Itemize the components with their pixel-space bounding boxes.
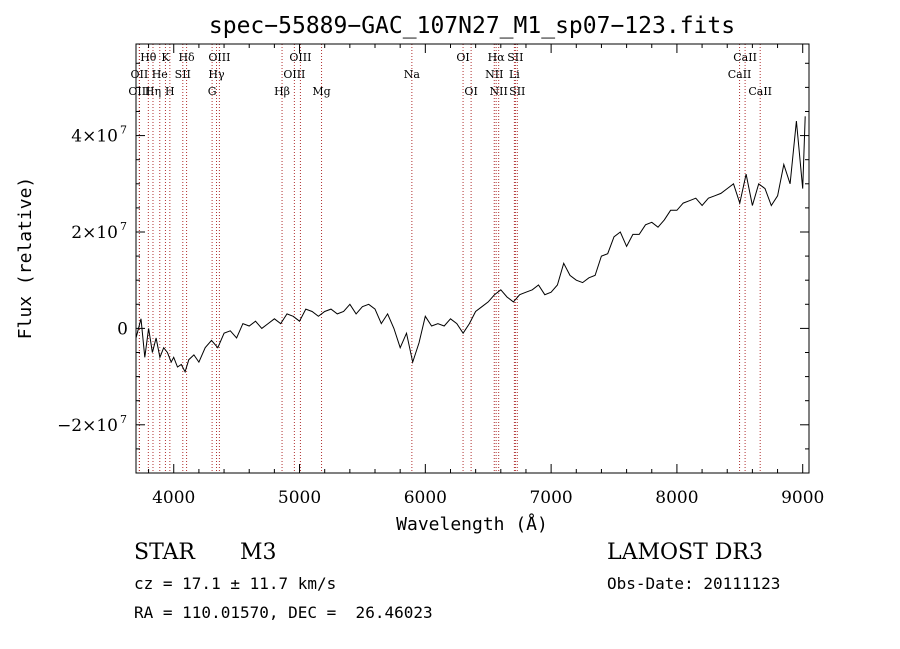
object-class: STAR: [134, 540, 195, 565]
line-label-9: OIII: [208, 51, 230, 64]
plot-axes: [135, 43, 810, 474]
line-label-8: Hδ: [178, 51, 195, 64]
y-tick-label-1: 0: [117, 319, 128, 339]
line-label-2: OIII: [128, 85, 150, 98]
line-label-13: OIII: [283, 68, 305, 81]
x-tick-label-5: 9000: [781, 488, 824, 508]
line-label-17: OI: [456, 51, 469, 64]
line-label-26: CaII: [728, 68, 752, 81]
line-label-3: K: [161, 51, 170, 64]
y-axis-ticks: −2×10 702×10 74×10 7: [57, 62, 809, 450]
line-label-1: OII: [131, 68, 149, 81]
survey-name: LAMOST DR3: [607, 540, 763, 565]
y-tick-exponent-0: 7: [120, 413, 127, 426]
line-label-21: NII: [485, 68, 503, 81]
x-axis-ticks: 4000 5000 6000 7000 8000 9000: [148, 44, 824, 508]
spectrum-series-line: [135, 116, 806, 374]
y-tick-label-3: 4×10: [71, 127, 118, 147]
line-label-14: Hβ: [274, 85, 290, 98]
line-label-11: G: [208, 85, 217, 98]
line-label-7: H: [165, 85, 175, 98]
line-label-15: Mg: [312, 85, 330, 98]
line-label-24: SII: [509, 85, 525, 98]
x-tick-label-2: 6000: [404, 488, 447, 508]
observation-date: Obs-Date: 20111123: [607, 574, 781, 593]
line-label-27: CaII: [748, 85, 772, 98]
line-label-10: Hγ: [208, 68, 225, 81]
x-tick-label-4: 8000: [655, 488, 698, 508]
line-label-5: Hη: [145, 85, 161, 98]
line-label-19: Hα: [488, 51, 506, 64]
line-label-22: Li: [509, 68, 520, 81]
line-label-16: Na: [404, 68, 421, 81]
line-label-20: SII: [507, 51, 523, 64]
line-label-12: OIII: [289, 51, 311, 64]
redshift-velocity: cz = 17.1 ± 11.7 km/s: [134, 574, 337, 593]
y-tick-exponent-3: 7: [120, 124, 127, 137]
coordinates: RA = 110.01570, DEC = 26.46023: [134, 603, 433, 622]
x-tick-label-1: 5000: [278, 488, 321, 508]
y-tick-label-2: 2×10: [71, 223, 118, 243]
line-label-6: SII: [175, 68, 191, 81]
line-label-4: He: [152, 68, 168, 81]
line-label-23: NII: [490, 85, 508, 98]
y-axis-label: Flux (relative): [15, 177, 36, 340]
line-label-25: CaII: [733, 51, 757, 64]
x-tick-label-3: 7000: [529, 488, 572, 508]
y-tick-label-0: −2×10: [57, 416, 118, 436]
x-tick-label-0: 4000: [152, 488, 195, 508]
x-axis-label: Wavelength (Å): [396, 513, 548, 535]
chart-title: spec−55889−GAC_107N27_M1_sp07−123.fits: [209, 13, 735, 39]
object-subclass: M3: [240, 540, 277, 565]
line-label-0: Hθ: [140, 51, 157, 64]
y-tick-exponent-2: 7: [120, 220, 127, 233]
plot-frame: [135, 43, 810, 474]
spectral-line-markers: [138, 44, 761, 473]
line-label-18: OI: [464, 85, 477, 98]
